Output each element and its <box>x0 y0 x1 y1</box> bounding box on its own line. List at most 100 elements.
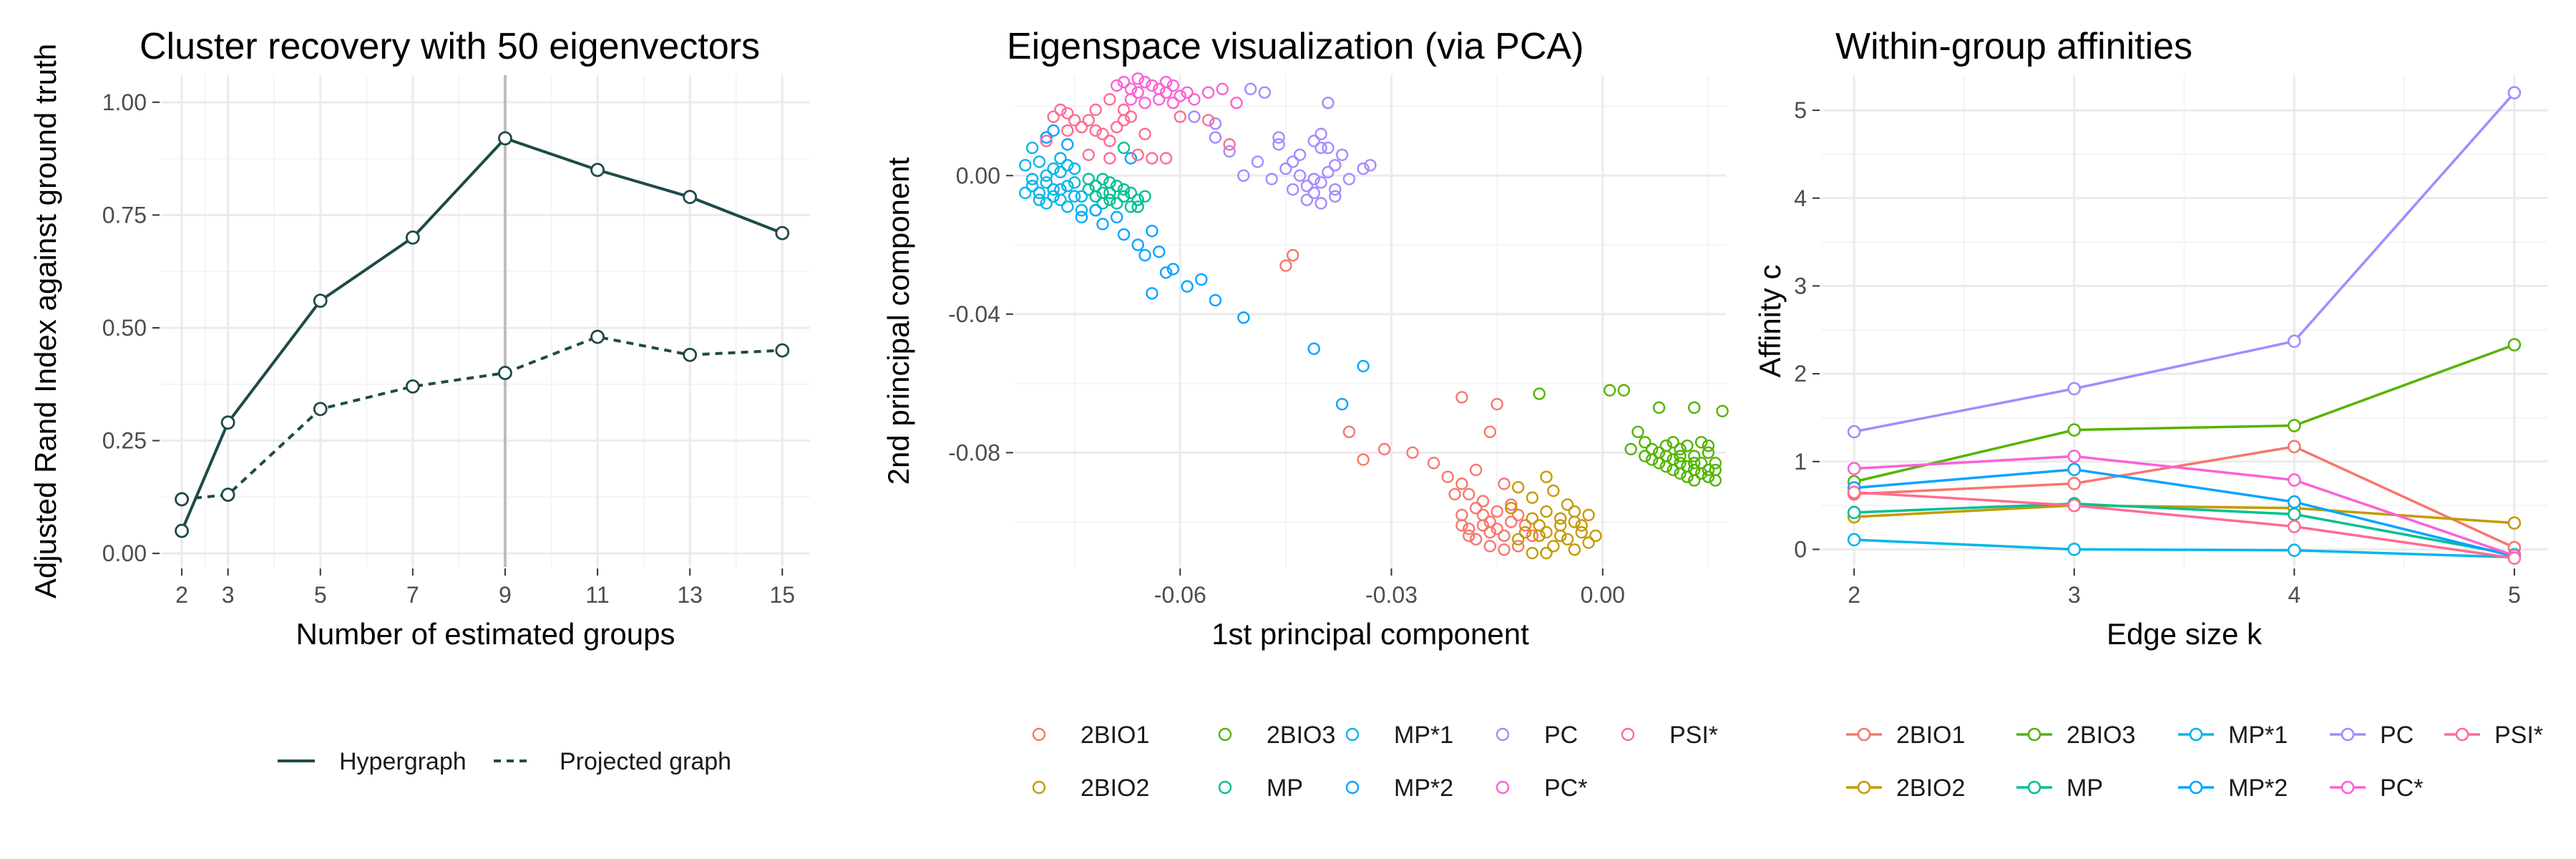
x-tick-label: 2 <box>1848 582 1860 608</box>
scatter-point-pc <box>1314 176 1327 189</box>
data-point <box>498 131 512 146</box>
scatter-point-mpstar2 <box>1195 273 1208 286</box>
scatter-point-mpstar1 <box>1061 180 1074 193</box>
scatter-point-2bio2 <box>1575 525 1588 539</box>
scatter-point-mpstar2 <box>1307 342 1320 355</box>
scatter-point-pcstar <box>1188 93 1201 106</box>
data-point <box>2507 551 2522 566</box>
scatter-point-psistar <box>1111 120 1123 134</box>
scatter-point-mpstar2 <box>1040 131 1053 144</box>
scatter-point-pc <box>1272 131 1285 144</box>
scatter-point-mpstar2 <box>1166 263 1180 276</box>
x-tick-label: -0.03 <box>1365 582 1418 608</box>
series-line-hypergraph <box>180 136 783 532</box>
scatter-point-pc <box>1314 197 1327 210</box>
scatter-point-mpstar1 <box>1061 159 1074 172</box>
legend-key <box>1218 780 1232 795</box>
data-point <box>2507 516 2522 530</box>
y-tick-label: 0.50 <box>102 315 147 341</box>
data-point <box>1847 424 1861 439</box>
legend-key <box>1345 727 1360 742</box>
scatter-point-2bio2 <box>1575 519 1588 532</box>
scatter-point-mp <box>1103 193 1116 206</box>
scatter-point-pc <box>1307 186 1320 200</box>
scatter-point-2bio3 <box>1674 442 1687 456</box>
scatter-point-2bio1 <box>1469 463 1483 477</box>
scatter-point-2bio3 <box>1617 384 1630 397</box>
scatter-point-2bio3 <box>1659 460 1673 473</box>
scatter-point-pcstar <box>1181 86 1194 99</box>
scatter-point-mpstar2 <box>1089 203 1102 217</box>
y-tick-label: 0.00 <box>102 540 147 566</box>
scatter-point-2bio1 <box>1498 543 1511 556</box>
scatter-point-pcstar <box>1230 97 1243 110</box>
y-tick-label: -0.04 <box>948 301 1000 327</box>
legend-key-point <box>2341 727 2355 742</box>
scatter-point-mp <box>1117 141 1131 155</box>
data-point <box>1847 505 1861 520</box>
series-line-2bio2 <box>1854 504 2514 525</box>
legend-label: MP <box>1267 775 1303 802</box>
series-line-mp <box>1854 502 2515 556</box>
legend-label: 2BIO1 <box>1080 722 1149 749</box>
scatter-point-mpstar2 <box>1357 359 1370 373</box>
scatter-point-2bio3 <box>1694 436 1708 449</box>
data-point <box>220 415 235 430</box>
scatter-point-psistar <box>1082 114 1096 127</box>
scatter-point-mpstar2 <box>1146 225 1158 238</box>
x-tick-label: 2 <box>175 582 188 608</box>
scatter-point-mpstar1 <box>1033 186 1046 200</box>
legend-label: PC <box>2380 722 2414 749</box>
scatter-point-mpstar1 <box>1040 197 1053 210</box>
scatter-point-pcstar <box>1138 97 1151 110</box>
scatter-point-2bio3 <box>1702 463 1715 477</box>
data-point <box>405 230 420 245</box>
scatter-point-mpstar2 <box>1159 266 1173 279</box>
scatter-point-pcstar <box>1159 75 1173 89</box>
scatter-point-mpstar1 <box>1054 152 1067 165</box>
x-tick-label: 4 <box>2288 582 2301 608</box>
legend-key-point <box>2189 727 2203 742</box>
legend-key-point <box>1857 727 1871 742</box>
legend-label: PSI* <box>2494 722 2543 749</box>
data-point <box>1847 485 1861 500</box>
scatter-point-pcstar <box>1201 86 1215 99</box>
scatter-point-2bio3 <box>1688 474 1701 487</box>
x-tick-label: 3 <box>2068 582 2081 608</box>
legend-key <box>1496 727 1510 742</box>
scatter-point-2bio2 <box>1582 508 1595 522</box>
scatter-point-2bio3 <box>1709 474 1722 487</box>
scatter-point-mpstar2 <box>1117 228 1131 241</box>
legend-label: MP <box>2067 775 2103 802</box>
scatter-point-2bio2 <box>1547 484 1560 498</box>
scatter-point-mp <box>1124 186 1138 200</box>
scatter-point-mpstar1 <box>1040 169 1053 183</box>
data-point <box>2287 543 2301 557</box>
y-tick-label: 3 <box>1794 273 1807 299</box>
scatter-point-pcstar <box>1153 93 1166 106</box>
legend-label: 2BIO1 <box>1896 722 1965 749</box>
series-line-2bio3 <box>1853 343 2515 483</box>
scatter-point-mpstar1 <box>1068 176 1081 189</box>
scatter-point-2bio2 <box>1511 481 1525 494</box>
scatter-point-mp <box>1082 183 1096 196</box>
scatter-point-2bio2 <box>1511 533 1525 545</box>
panel-within-group-affinities: 2 3 4 5 0 1 2 3 4 5 Within-group affinities Edge si… <box>1753 26 2547 802</box>
data-point <box>2507 338 2522 351</box>
scatter-point-2bio3 <box>1533 387 1546 400</box>
scatter-point-2bio3 <box>1688 450 1701 462</box>
data-point <box>2287 473 2301 487</box>
scatter-point-pc <box>1293 148 1307 161</box>
scatter-point-psistar <box>1146 152 1158 165</box>
data-point <box>2067 423 2082 437</box>
data-point <box>1847 533 1861 547</box>
y-tick-label: 0.25 <box>102 428 147 454</box>
scatter-point-mp <box>1131 200 1144 213</box>
data-point <box>775 225 790 241</box>
scatter-point-2bio2 <box>1526 512 1539 525</box>
x-axis-title: Edge size k <box>2107 617 2263 651</box>
scatter-point-2bio2 <box>1540 525 1553 539</box>
scatter-point-pcstar <box>1174 89 1186 102</box>
panel-eigenspace-pca: -0.06 -0.03 0.00 0.00 -0.04 -0.08 Eigenspace v… <box>882 26 1729 802</box>
